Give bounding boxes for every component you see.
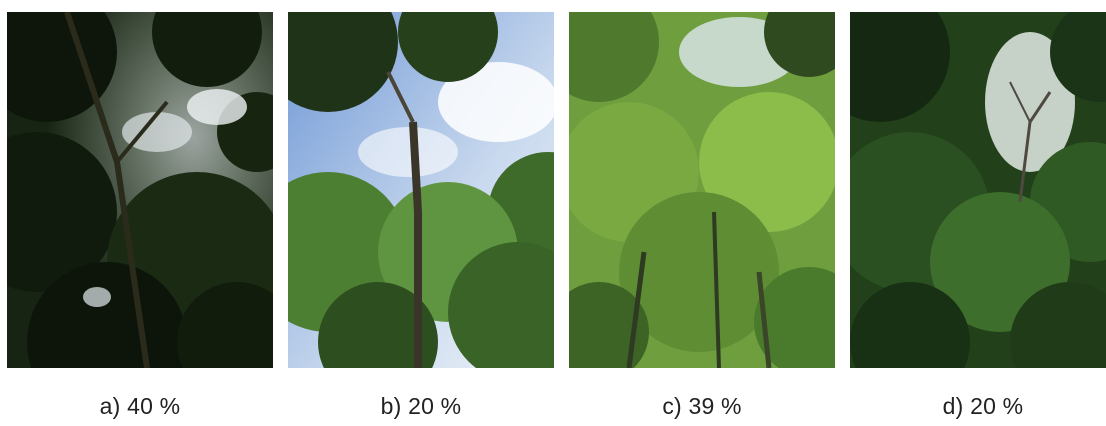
canopy-photo-b — [288, 12, 554, 368]
photo-panel-b — [288, 12, 554, 368]
caption-a: a) 40 % — [99, 393, 181, 419]
canopy-photo-c — [569, 12, 835, 368]
photo-panel-d — [850, 12, 1106, 368]
canopy-photo-a — [7, 12, 273, 368]
canopy-photo-d — [850, 12, 1106, 368]
caption-c: c) 39 % — [662, 393, 742, 419]
caption-d: d) 20 % — [942, 393, 1024, 419]
photo-panel-a — [7, 12, 273, 368]
caption-b: b) 20 % — [380, 393, 462, 419]
photo-panel-c — [569, 12, 835, 368]
